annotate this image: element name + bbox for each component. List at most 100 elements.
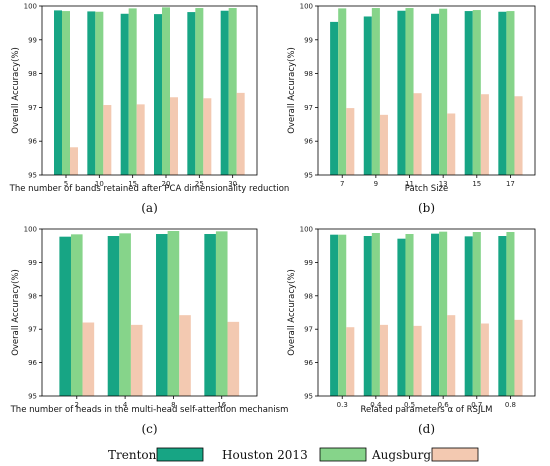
x-tick-label: 0.4 [370,401,382,409]
y-axis-label: Overall Accuracy(%) [11,47,21,134]
bar-augsburg-0.3 [346,327,355,396]
bar-augsburg-10 [103,105,112,175]
bar-houston-2013-0.6 [439,231,448,396]
x-tick-label: 2 [75,401,79,409]
y-tick-label: 95 [304,393,313,401]
y-axis-label: Overall Accuracy(%) [11,269,21,356]
bar-trenton-4 [107,236,120,396]
bar-trenton-0.6 [431,233,440,396]
x-tick-label: 0.8 [505,401,516,409]
chart-panel-2: 95 96 97 98 99 100 7 9 11 13 15 17 Patch Size Overall… [287,3,536,215]
bar-trenton-0.3 [330,234,339,396]
y-tick-label: 97 [304,326,313,334]
bar-trenton-9 [363,16,372,176]
bar-houston-2013-7 [338,8,347,176]
bar-augsburg-11 [413,93,422,175]
bar-trenton-0.4 [363,236,372,396]
bar-trenton-2 [59,236,71,396]
y-tick-label: 98 [28,292,37,300]
bar-augsburg-30 [236,92,245,175]
x-tick-label: 4 [123,401,128,409]
y-axis-label: Overall Accuracy(%) [287,269,297,356]
bar-houston-2013-0.4 [371,233,380,396]
x-axis-label: The number of bands retained after PCA d… [9,184,290,194]
bar-augsburg-13 [447,113,456,175]
x-tick-label: 16 [217,401,226,409]
bar-augsburg-7 [346,108,355,175]
x-tick-label: 25 [195,180,204,188]
bar-trenton-17 [498,11,507,175]
bar-trenton-10 [87,11,96,175]
bar-houston-2013-13 [439,8,448,176]
panel-caption: (a) [141,201,158,215]
bar-houston-2013-15 [472,10,481,176]
y-tick-label: 97 [304,104,313,112]
y-tick-label: 100 [24,226,37,234]
bar-augsburg-15 [480,94,489,175]
x-tick-label: 0.6 [438,401,450,409]
bar-houston-2013-20 [162,7,170,175]
panel-caption: (b) [418,201,435,215]
bar-trenton-15 [120,13,129,175]
y-tick-label: 97 [28,326,37,334]
legend-swatch-2 [319,447,367,462]
bar-trenton-0.7 [464,236,473,396]
x-tick-label: 7 [340,180,344,188]
legend-label-2: Houston 2013 [222,448,308,462]
bar-augsburg-2 [82,322,95,396]
legend-swatch-3 [431,447,479,462]
bar-augsburg-17 [514,96,523,175]
x-tick-label: 0.3 [337,401,348,409]
y-tick-label: 95 [304,172,313,180]
plot-frame [41,228,258,397]
bar-augsburg-16 [227,321,240,396]
y-axis-label: Overall Accuracy(%) [287,47,297,134]
x-tick-label: 5 [64,180,68,188]
bar-houston-2013-11 [405,8,414,176]
bar-augsburg-4 [130,324,143,396]
bar-trenton-20 [154,14,162,175]
bar-augsburg-25 [203,98,212,175]
bar-augsburg-8 [179,315,191,396]
bar-augsburg-0.6 [447,315,456,396]
bar-houston-2013-10 [95,11,104,175]
bar-trenton-25 [187,12,196,175]
bar-augsburg-0.5 [413,325,422,396]
y-tick-label: 99 [304,259,313,267]
y-tick-label: 99 [304,36,313,44]
bar-trenton-30 [220,10,229,176]
legend-label-3: Augsburg [371,448,431,462]
x-tick-label: 8 [171,401,175,409]
bar-trenton-0.8 [498,236,507,396]
x-axis-label: The number of heads in the multi-head se… [10,405,289,415]
y-tick-label: 99 [28,36,37,44]
legend-swatch-1 [156,447,204,462]
bar-houston-2013-4 [119,233,131,396]
bar-trenton-0.5 [397,238,406,396]
y-tick-label: 98 [304,292,313,300]
x-tick-label: 15 [128,180,137,188]
y-tick-label: 96 [28,138,37,146]
bar-houston-2013-0.7 [472,232,481,396]
plot-frame [317,5,536,176]
bar-trenton-8 [156,234,168,396]
x-tick-label: 13 [439,180,448,188]
bar-houston-2013-5 [62,11,70,175]
bar-houston-2013-15 [128,8,137,176]
bar-augsburg-0.4 [379,324,388,396]
plot-frame [41,5,258,176]
x-axis-label: Patch Size [405,184,449,194]
legend-label-1: Trenton [108,448,157,462]
y-tick-label: 100 [300,226,313,234]
y-tick-label: 96 [28,359,37,367]
chart-panel-4: 95 96 97 98 99 100 0.3 0.4 0.5 0.6 0.7 0.8 Related p… [287,226,536,436]
y-tick-label: 97 [28,104,37,112]
bar-augsburg-9 [379,114,388,175]
bar-houston-2013-25 [195,8,204,176]
panel-caption: (c) [141,422,157,436]
x-tick-label: 0.7 [471,401,482,409]
bar-trenton-11 [397,10,406,176]
x-tick-label: 9 [374,180,378,188]
bar-augsburg-5 [70,147,78,175]
